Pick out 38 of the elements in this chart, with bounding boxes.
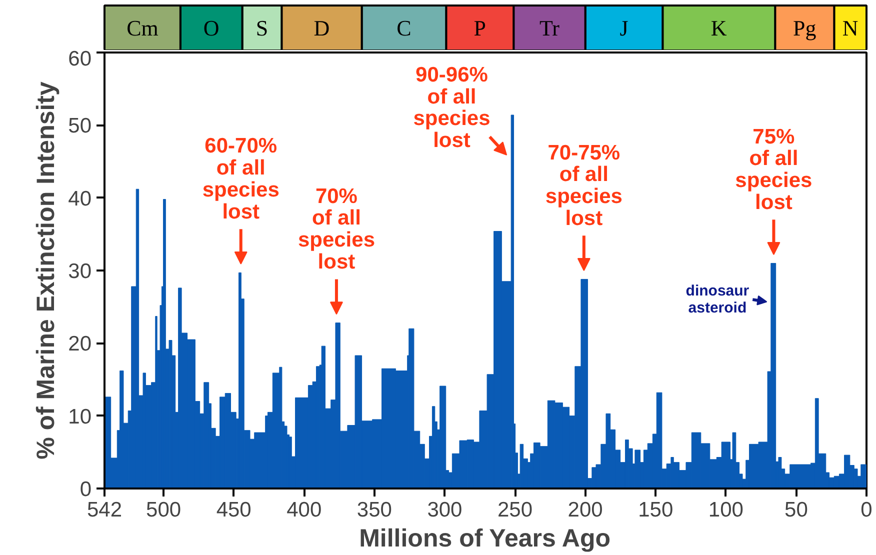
- x-tick-label: 350: [356, 498, 392, 522]
- series-label: Tr: [539, 16, 560, 40]
- series-label: J: [620, 16, 629, 40]
- series-label: O: [203, 16, 220, 40]
- y-tick-label: 10: [68, 405, 92, 428]
- y-tick-label: 20: [68, 332, 92, 356]
- annotation: 75% of all species lost: [735, 125, 812, 214]
- series-label: Cm: [126, 16, 158, 40]
- x-tick-label: 50: [784, 498, 808, 522]
- series-label: N: [842, 16, 858, 40]
- annotation: 90-96% of all species lost: [413, 63, 490, 152]
- series-label: D: [314, 16, 330, 40]
- annotation: dinosaur asteroid: [686, 282, 750, 317]
- x-tick-label: 200: [568, 498, 603, 522]
- x-tick-label: 100: [708, 498, 744, 522]
- series-label: K: [710, 16, 727, 40]
- x-tick-label: 500: [146, 498, 182, 522]
- annotation: 60-70% of all species lost: [202, 134, 280, 224]
- series-label: P: [474, 16, 486, 40]
- y-tick-label: 60: [68, 48, 92, 70]
- y-tick-label: 50: [68, 114, 92, 138]
- y-axis-title: % of Marine Extinction Intensity: [32, 81, 60, 460]
- series-label: C: [396, 16, 412, 40]
- x-tick-label: 0: [860, 498, 872, 522]
- x-tick-label: 400: [286, 498, 322, 522]
- x-tick-label: 300: [427, 498, 462, 522]
- x-tick-label: 450: [216, 498, 252, 522]
- series-label: Pg: [793, 16, 816, 40]
- annotation: 70% of all species lost: [298, 184, 376, 274]
- y-tick-label: 40: [68, 187, 92, 210]
- x-tick-label: 542: [86, 498, 122, 522]
- x-tick-label: 250: [498, 498, 533, 522]
- annotation: 70-75% of all species lost: [545, 141, 622, 230]
- x-axis-title: Millions of Years Ago: [359, 524, 611, 552]
- y-tick-label: 30: [68, 260, 92, 283]
- x-tick-label: 150: [638, 498, 674, 522]
- y-tick-label: 0: [80, 478, 92, 501]
- series-label: S: [256, 16, 268, 40]
